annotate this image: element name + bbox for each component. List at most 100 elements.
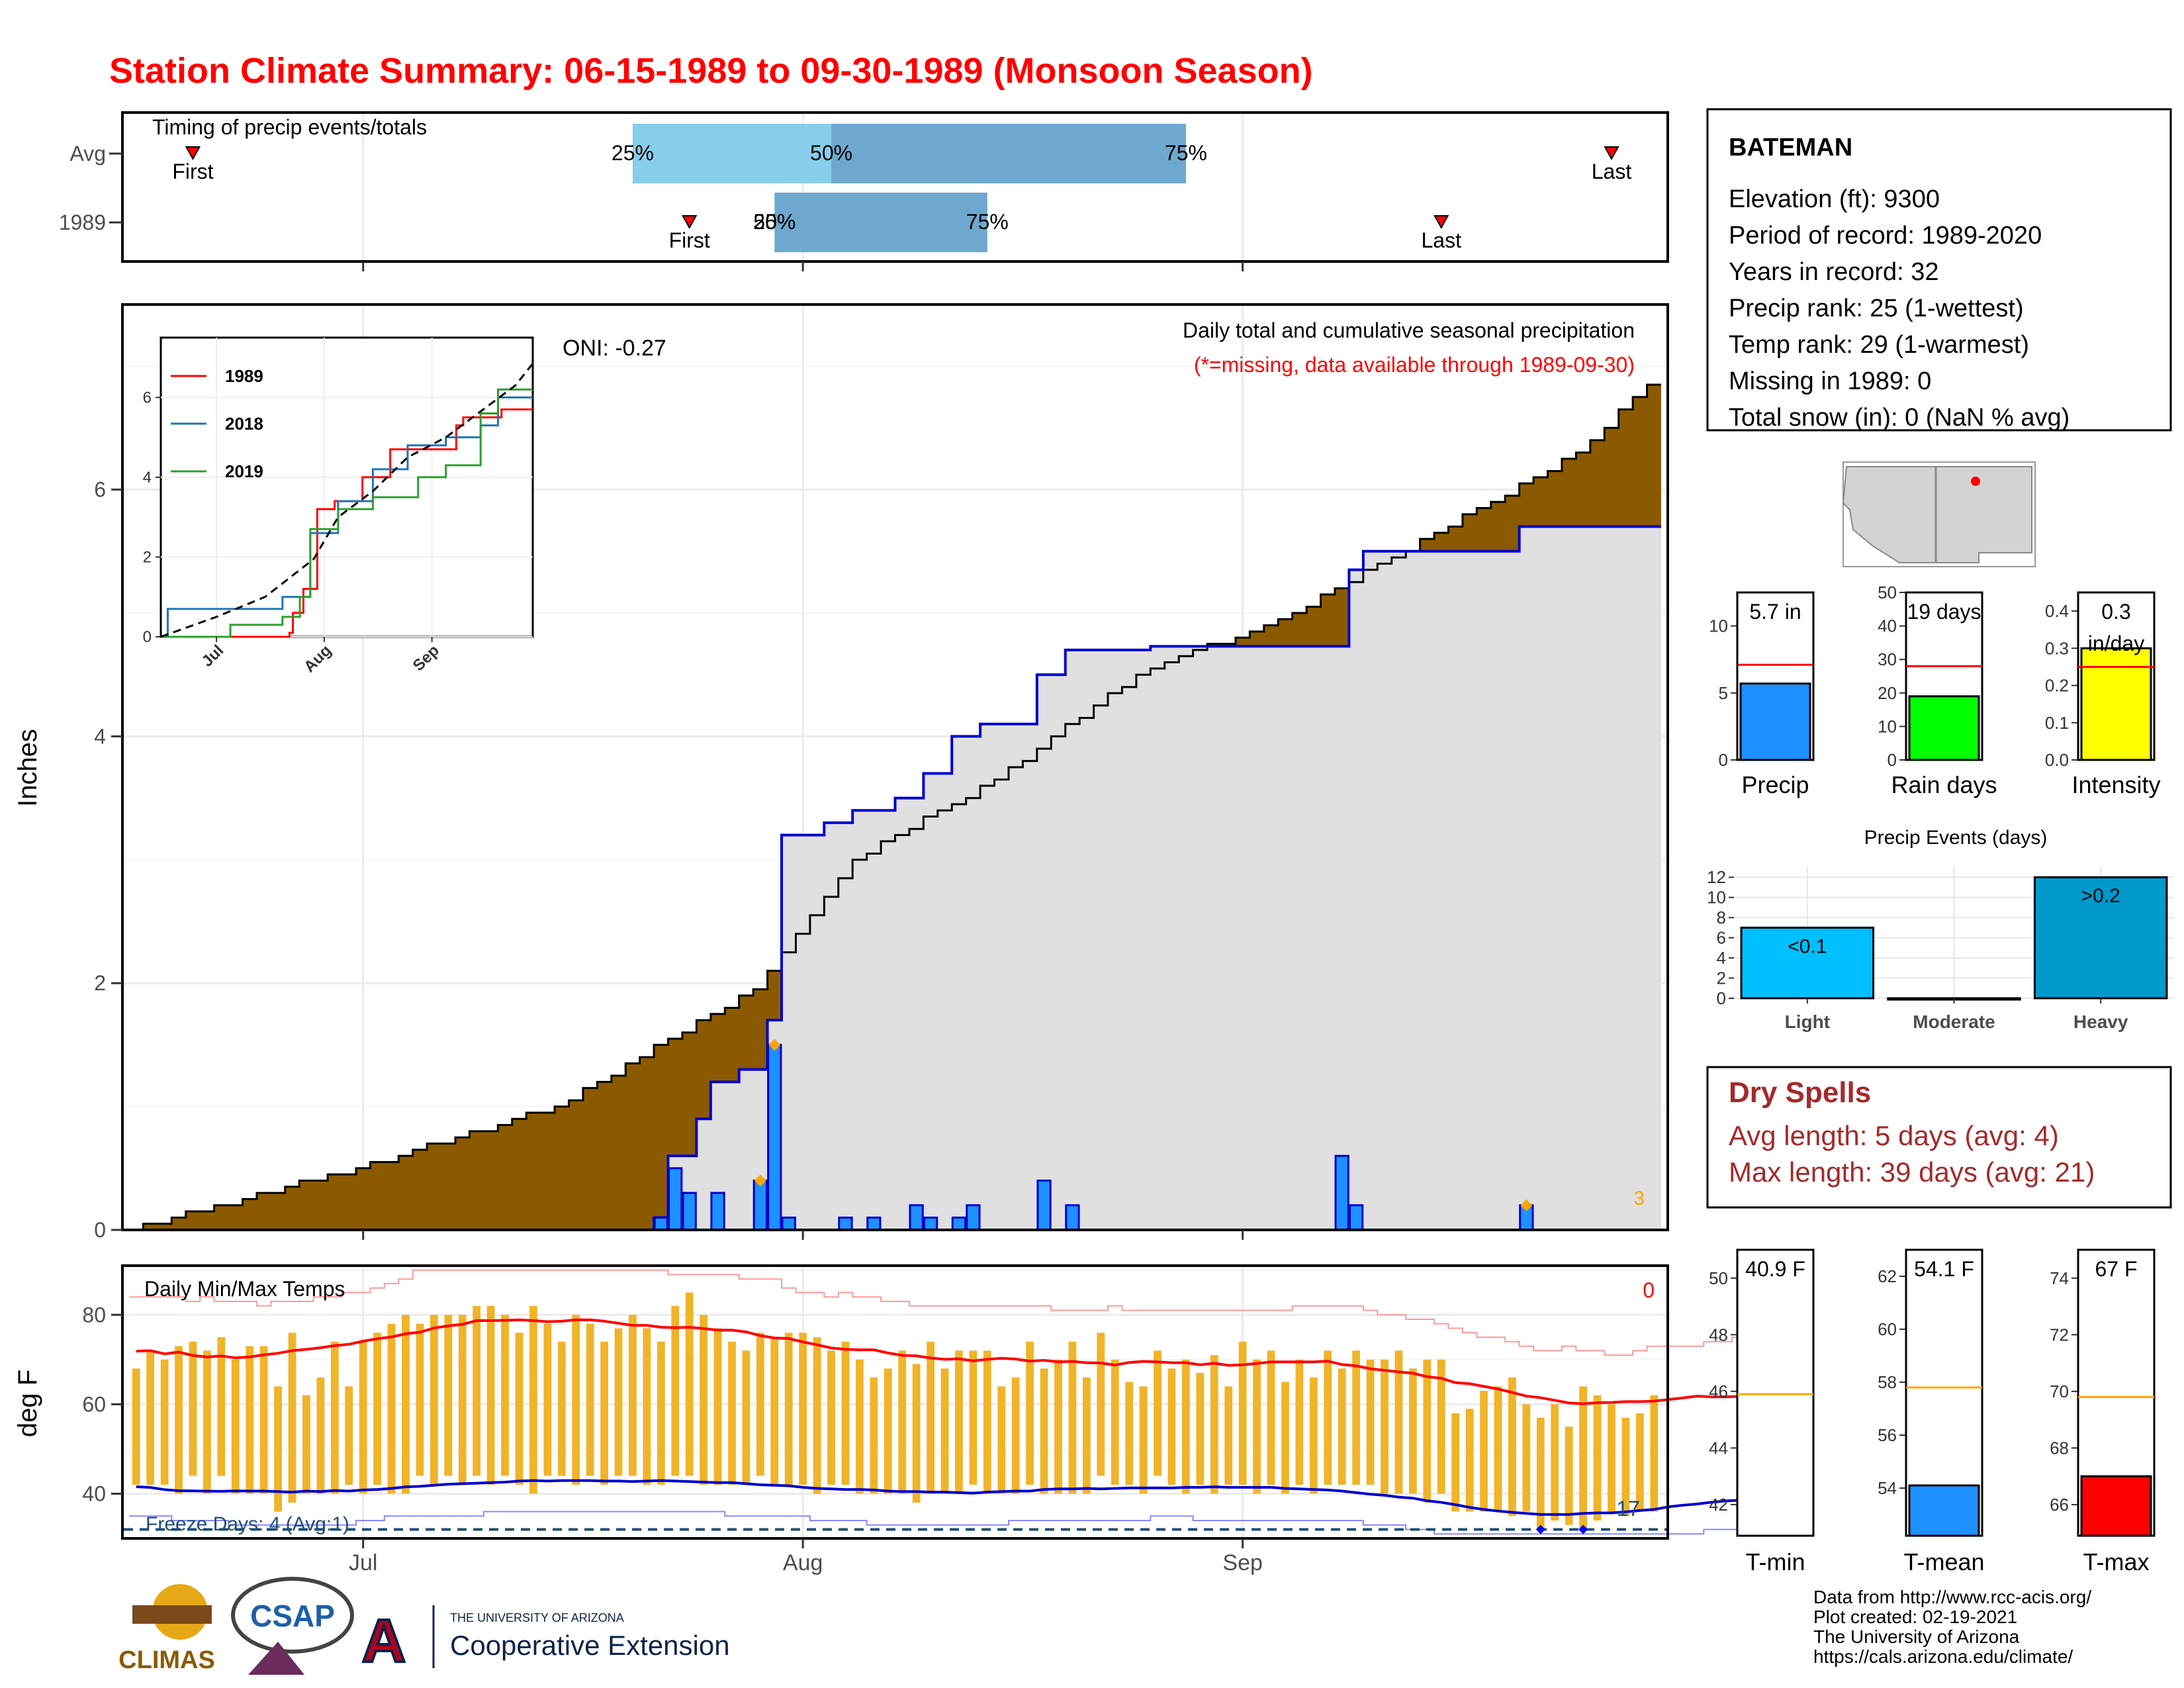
logo-climas-text: CLIMAS <box>118 1646 215 1674</box>
stat-y-tick-label: 50 <box>1878 583 1897 602</box>
freeze-days-text: Freeze Days: 4 (Avg:1) <box>146 1513 349 1535</box>
stat-y-tick-label: 0.2 <box>2045 676 2069 696</box>
temp-range-bar <box>870 1377 878 1494</box>
inset-legend-label: 2019 <box>225 461 263 481</box>
events-x-label: Heavy <box>2073 1011 2128 1032</box>
temp-range-bar <box>700 1315 708 1485</box>
stat-y-tick-label: 50 <box>1709 1268 1728 1288</box>
temp-range-bar <box>1011 1377 1020 1494</box>
temp-range-bar <box>1352 1350 1361 1485</box>
temp-panel: 40 60 80 deg F Daily Min/Max Temps 0 17 Fr… <box>13 1264 1803 1540</box>
stat-y-tick-label: 66 <box>2050 1495 2069 1515</box>
temp-range-bar <box>515 1333 523 1485</box>
stat-value-T-min: 40.9 F <box>1745 1257 1805 1281</box>
temp-range-bar <box>529 1305 537 1494</box>
daily-precip-bar <box>767 1043 782 1231</box>
temp-range-bar <box>486 1305 495 1485</box>
temp-range-bar <box>940 1368 949 1494</box>
temp-range-bar <box>898 1350 907 1494</box>
precip-y-tick-label: 6 <box>94 478 106 502</box>
temp-range-bar <box>671 1305 680 1476</box>
temp-range-bar <box>1224 1386 1233 1485</box>
station-line-period: Period of record: 1989-2020 <box>1729 222 2042 250</box>
temp-range-bar <box>1097 1333 1105 1476</box>
locator-map <box>1842 461 2036 567</box>
temp-range-bar <box>1281 1382 1289 1494</box>
inset-y-tick-label: 2 <box>143 548 152 566</box>
temp-range-bar <box>841 1341 850 1485</box>
events-y-tick-label: 2 <box>1717 968 1726 988</box>
temp-range-bar <box>614 1328 623 1476</box>
precip-events-title: Precip Events (days) <box>1864 827 2048 849</box>
temp-y-axis: 40 60 80 <box>82 1303 122 1505</box>
temp-range-bar <box>330 1341 339 1494</box>
temp-range-bar <box>160 1359 169 1485</box>
temp-range-bar <box>146 1350 155 1485</box>
temp-range-bar <box>827 1350 835 1485</box>
timing-bar-q3 <box>831 124 1186 183</box>
temp-y-tick-label: 80 <box>82 1303 106 1327</box>
precip-frame <box>121 303 1669 1231</box>
dry-spells-box: Dry Spells Avg length: 5 days (avg: 4) M… <box>1706 1066 2172 1209</box>
precip-y-axis: 0 2 4 6 <box>94 478 122 1242</box>
station-line-years: Years in record: 32 <box>1729 258 1939 286</box>
temp-range-bar <box>1394 1350 1403 1494</box>
temp-content <box>124 1269 1803 1535</box>
stat-y-tick-label: 46 <box>1709 1382 1728 1401</box>
temp-y-label: deg F <box>13 1370 42 1437</box>
precip-panel: 0 2 4 6 Inches ONI: -0.27 Daily total and c… <box>13 303 1669 1242</box>
daily-precip-bar <box>668 1167 683 1231</box>
temp-range-bar <box>1295 1359 1304 1485</box>
daily-precip-bar <box>951 1216 967 1231</box>
temp-range-bar <box>1054 1359 1062 1494</box>
events-y-tick-label: 8 <box>1717 908 1726 927</box>
temp-range-bar <box>1111 1359 1119 1485</box>
station-info-box: BATEMAN Elevation (ft): 9300 Period of r… <box>1706 108 2172 432</box>
temp-range-bar <box>203 1350 211 1494</box>
footer-line-university: The University of Arizona <box>1813 1626 2020 1647</box>
temp-range-bar <box>884 1368 892 1494</box>
temp-range-bar <box>1423 1359 1432 1503</box>
logo-ua-letter: A <box>362 1607 406 1675</box>
precip-y-tick-label: 0 <box>94 1218 106 1242</box>
temp-range-bar <box>1522 1404 1531 1512</box>
stat-y-tick-label: 0.3 <box>2045 638 2069 658</box>
logo-ua-big: Cooperative Extension <box>450 1630 730 1661</box>
footer-line-url: https://cals.arizona.edu/climate/ <box>1813 1646 2073 1667</box>
stat-y-tick-label: 5 <box>1719 683 1728 703</box>
temp-range-bar <box>259 1346 268 1494</box>
footer-line-created: Plot created: 02-19-2021 <box>1813 1607 2017 1627</box>
daily-precip-bar <box>1334 1154 1349 1231</box>
daily-precip-bar <box>923 1216 938 1231</box>
precip-y-tick-label: 2 <box>94 971 106 995</box>
stat-y-tick-label: 54 <box>1878 1478 1897 1498</box>
temp-y-tick-label: 60 <box>82 1392 106 1416</box>
temp-range-bar <box>458 1315 467 1485</box>
avg-max-line <box>136 1318 1796 1405</box>
station-line-snow: Total snow (in): 0 (NaN % avg) <box>1729 404 2070 432</box>
temp-title: Daily Min/Max Temps <box>144 1277 345 1301</box>
record-low-diamond <box>1578 1524 1588 1534</box>
station-name: BATEMAN <box>1729 134 1852 162</box>
dry-spells-frame <box>1706 1066 2172 1209</box>
precip-note: (*=missing, data available through 1989-… <box>1194 353 1635 377</box>
temp-range-bar <box>316 1377 325 1494</box>
stat-y-tick-label: 72 <box>2050 1325 2069 1344</box>
timing-last-label: Last <box>1592 160 1632 183</box>
stat-y-tick-label: 44 <box>1709 1438 1728 1458</box>
events-x-label: Light <box>1785 1011 1830 1032</box>
x-tick-label: Jul <box>349 1550 377 1575</box>
csap-mountain-icon <box>248 1642 304 1675</box>
temp-range-bar <box>643 1328 651 1485</box>
temp-range-bar <box>713 1328 722 1485</box>
stat-bar-T-max <box>2080 1475 2152 1537</box>
timing-pct-label: 25% <box>612 141 654 165</box>
page-title: Station Climate Summary: 06-15-1989 to 0… <box>109 51 1313 91</box>
inset-frame <box>159 336 534 638</box>
temp-background <box>122 1266 1668 1538</box>
daily-precip-bar <box>653 1216 668 1231</box>
temp-range-bar <box>473 1305 481 1476</box>
temp-range-bar <box>1480 1391 1488 1512</box>
temp-range-bar <box>586 1323 594 1476</box>
